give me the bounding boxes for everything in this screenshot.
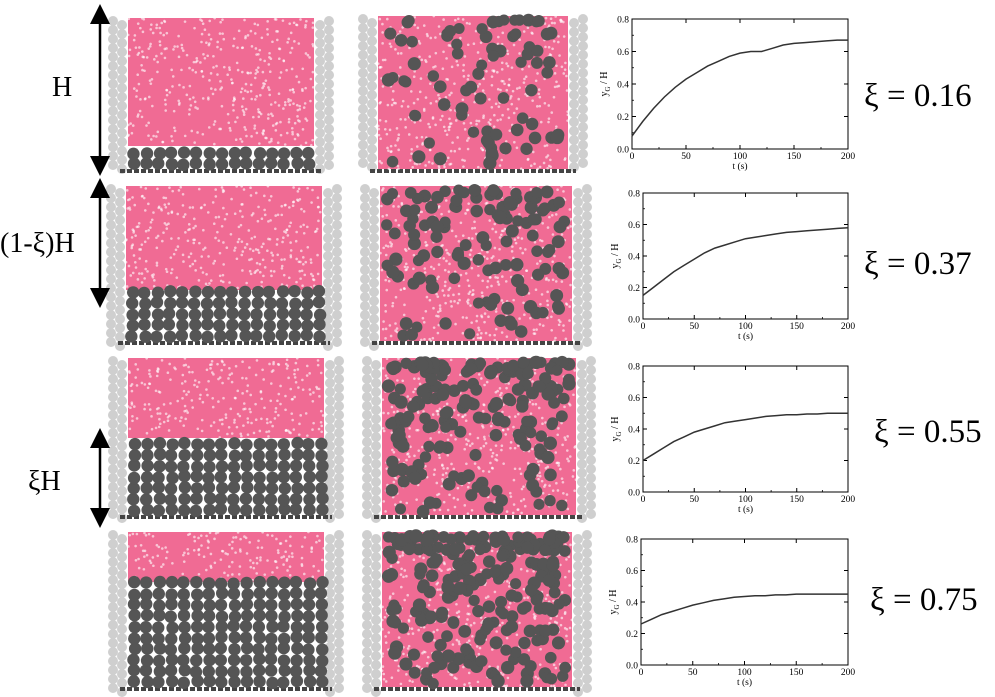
mixed-final-state-3 xyxy=(362,355,596,523)
y-tick-label: 0.8 xyxy=(617,16,629,26)
x-tick-label: 0 xyxy=(639,668,644,678)
chart-1: 0 50 100 150 200 0.0 0.2 0.4 0.6 0.8 t (s) yG / H xyxy=(599,16,855,173)
segregated-initial-state-4 xyxy=(108,530,344,697)
mixed-final-state-1 xyxy=(358,13,588,173)
y-tick-label: 0.0 xyxy=(628,489,640,499)
chart-3: 0 50 100 150 200 0.0 0.2 0.4 0.6 0.8 t (s) yG / H xyxy=(610,363,855,516)
y-tick-label: 0.4 xyxy=(617,81,629,91)
x-tick-label: 200 xyxy=(841,322,856,332)
series-line xyxy=(642,226,849,296)
y-tick-label: 0.6 xyxy=(628,221,640,231)
mixed-final-state-4 xyxy=(362,529,592,697)
x-axis-label: t (s) xyxy=(732,161,747,172)
y-tick-label: 0.8 xyxy=(628,363,640,373)
x-tick-label: 150 xyxy=(789,668,804,678)
y-tick-label: 0.4 xyxy=(626,599,638,609)
y-axis-label: yG / H xyxy=(610,416,623,441)
segregated-initial-state-1 xyxy=(108,16,334,174)
x-tick-label: 100 xyxy=(737,668,752,678)
segregated-initial-state-3 xyxy=(108,356,344,523)
x-axis-label: t (s) xyxy=(738,504,753,515)
y-tick-label: 0.6 xyxy=(628,394,640,404)
x-tick-label: 200 xyxy=(841,668,856,678)
series-line xyxy=(640,593,848,625)
mixed-final-state-2 xyxy=(360,183,592,351)
x-tick-label: 150 xyxy=(787,152,802,162)
y-tick-label: 0.6 xyxy=(626,567,638,577)
x-tick-label: 0 xyxy=(630,152,635,162)
xi-label-row-2: ξ = 0.37 xyxy=(864,246,972,282)
y-axis-label: yG / H xyxy=(608,589,621,614)
y-tick-label: 0.2 xyxy=(626,630,638,640)
series-line xyxy=(642,412,848,462)
x-tick-label: 200 xyxy=(841,495,856,505)
x-tick-label: 200 xyxy=(841,152,856,162)
x-tick-label: 150 xyxy=(790,322,805,332)
x-tick-label: 50 xyxy=(690,322,700,332)
plot-frame xyxy=(642,365,849,493)
x-tick-label: 100 xyxy=(738,495,753,505)
xi-label-row-4: ξ = 0.75 xyxy=(870,582,978,618)
lower-height-label: ξH xyxy=(28,466,61,497)
x-axis-label: t (s) xyxy=(738,331,753,342)
x-tick-label: 50 xyxy=(690,495,700,505)
x-tick-label: 0 xyxy=(641,322,646,332)
y-tick-label: 0.8 xyxy=(626,536,638,546)
x-axis-label: t (s) xyxy=(737,677,752,688)
y-tick-label: 0.0 xyxy=(626,662,638,672)
x-tick-label: 100 xyxy=(738,322,753,332)
chart-4: 0 50 100 150 200 0.0 0.2 0.4 0.6 0.8 t (s) yG / H xyxy=(608,536,855,689)
x-tick-label: 50 xyxy=(681,152,691,162)
segregated-initial-state-2 xyxy=(106,184,342,351)
plot-frame xyxy=(631,18,849,150)
y-tick-label: 0.2 xyxy=(628,284,640,294)
y-tick-label: 0.0 xyxy=(628,316,640,326)
y-axis-label: yG / H xyxy=(610,243,623,268)
y-tick-label: 0.8 xyxy=(628,190,640,200)
xi-label-row-1: ξ = 0.16 xyxy=(864,78,972,114)
y-tick-label: 0.4 xyxy=(628,253,640,263)
series-line xyxy=(631,39,848,137)
y-tick-label: 0.6 xyxy=(617,48,629,58)
xi-label-row-3: ξ = 0.55 xyxy=(874,414,982,450)
x-tick-label: 100 xyxy=(733,152,748,162)
upper-height-label: (1-ξ)H xyxy=(0,228,75,259)
x-tick-label: 0 xyxy=(641,495,646,505)
x-tick-label: 50 xyxy=(688,668,698,678)
y-tick-label: 0.0 xyxy=(617,146,629,156)
chart-2: 0 50 100 150 200 0.0 0.2 0.4 0.6 0.8 t (s) yG / H xyxy=(610,190,855,343)
x-tick-label: 150 xyxy=(790,495,805,505)
total-height-label: H xyxy=(52,72,73,103)
y-tick-label: 0.2 xyxy=(628,457,640,467)
y-tick-label: 0.2 xyxy=(617,113,629,123)
y-tick-label: 0.4 xyxy=(628,426,640,436)
y-axis-label: yG / H xyxy=(599,71,612,96)
